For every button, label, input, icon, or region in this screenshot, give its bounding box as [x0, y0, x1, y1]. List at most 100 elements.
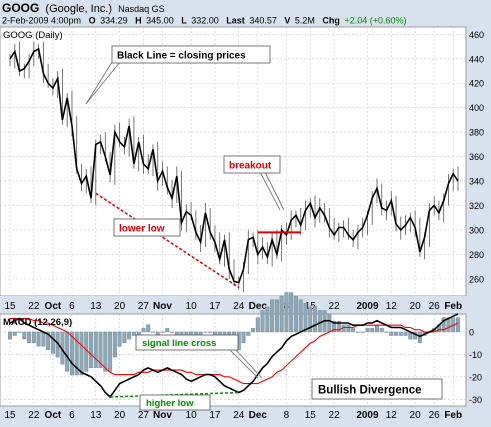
lower-low-callout-box — [113, 218, 181, 237]
histogram-bar-18 — [93, 331, 98, 369]
date-top-4: 13 — [90, 301, 102, 312]
histogram-bar-42 — [208, 331, 213, 333]
date-top-8: 10 — [186, 301, 198, 312]
histogram-bar-69 — [336, 320, 341, 333]
histogram-bar-17 — [89, 331, 94, 369]
date-bottom-6: 27 — [138, 410, 150, 421]
signal-cross-callout-box — [135, 334, 239, 351]
price-tick-label-420: 420 — [469, 79, 484, 89]
date-top-14: 22 — [329, 301, 341, 312]
bullish-divergence-text: Bullish Divergence — [318, 385, 422, 397]
date-axis-bottom: 15 22 Oct 6 13 20 27 Nov 10 17 24 Dec 8 15 22 2009 12 20 2… — [4, 410, 462, 421]
date-top-19: Feb — [444, 301, 462, 312]
date-bottom-3: 6 — [69, 410, 75, 421]
date-bottom-8: 10 — [186, 410, 198, 421]
histogram-bar-73 — [355, 331, 360, 333]
series-line-macd — [9, 313, 459, 399]
macd-y-axis: -30 -20 -10 0 — [469, 327, 482, 404]
date-axis-top: 1522Oct6132027Nov101724Dec81522200912202… — [4, 301, 462, 312]
date-bottom-17: 20 — [410, 410, 422, 421]
histogram-bar-72 — [351, 328, 356, 333]
histogram-bar-64 — [313, 306, 318, 333]
histogram-bar-67 — [327, 313, 332, 333]
symbol: GOOG — [2, 1, 39, 15]
histogram-bar-14 — [74, 331, 79, 376]
histogram-bar-21 — [108, 331, 113, 372]
histogram-bar-23 — [117, 331, 122, 347]
date-bottom-13: 15 — [305, 410, 317, 421]
breakout-callout-pointer-2 — [259, 171, 281, 211]
histogram-bar-9 — [50, 331, 55, 354]
price-y-axis: 260 280 300 320 340 360 380 400 420 440 460 — [469, 30, 484, 285]
histogram-bar-75 — [365, 328, 370, 333]
last-value: 340.57 — [249, 16, 277, 26]
date-bottom-2: Oct — [45, 410, 62, 421]
price-tick-label-440: 440 — [469, 54, 484, 64]
date-top-1: 22 — [28, 301, 40, 312]
histogram-bar-54 — [265, 306, 270, 333]
exchange: Nasdaq GS — [118, 4, 165, 14]
lower-low-trendline — [95, 192, 240, 289]
macd-tick-label-0: 0 — [469, 327, 474, 337]
date-top-13: 15 — [305, 301, 317, 312]
histogram-bar-94 — [456, 317, 460, 333]
histogram-bar-24 — [122, 331, 127, 343]
low-value: 332.00 — [191, 16, 219, 26]
breakout-callout-text: breakout — [229, 161, 272, 172]
lower-low-callout-text: lower low — [119, 224, 165, 235]
histogram-bar-15 — [79, 331, 84, 376]
macd-tick-label--10: -10 — [469, 350, 482, 360]
histogram-bar-61 — [298, 299, 303, 333]
histogram-bar-34 — [170, 331, 175, 333]
date-bottom-14: 22 — [329, 410, 341, 421]
histogram-bar-20 — [103, 331, 108, 372]
histogram-bar-60 — [293, 295, 298, 333]
price-tick-label-280: 280 — [469, 250, 484, 260]
date-bottom-16: 12 — [386, 410, 398, 421]
date-top-2: Oct — [45, 301, 62, 312]
signal-cross-pointer — [233, 347, 263, 379]
histogram-bar-77 — [374, 324, 379, 333]
histogram-bar-6 — [36, 331, 41, 347]
date-top-7: Nov — [153, 301, 172, 312]
histogram-bar-58 — [284, 292, 289, 333]
histogram-bar-71 — [346, 324, 351, 333]
histogram-bar-57 — [279, 295, 284, 333]
date-bottom-0: 15 — [4, 410, 16, 421]
histogram-bar-49 — [241, 331, 246, 343]
date-bottom-12: 8 — [284, 410, 290, 421]
histogram-bar-1 — [12, 331, 17, 336]
closing-callout-pointer — [85, 61, 121, 105]
macd-tick-label--30: -30 — [469, 395, 482, 405]
closing-callout-text: Black Line = closing prices — [117, 51, 246, 62]
histogram-bar-52 — [255, 317, 260, 333]
date-bottom-10: 24 — [233, 410, 245, 421]
price-tick-label-460: 460 — [469, 30, 484, 40]
histogram-bar-25 — [127, 331, 132, 340]
date-top-15: 2009 — [356, 301, 379, 312]
date-bottom-18: 26 — [429, 410, 441, 421]
histogram-bar-68 — [332, 320, 337, 333]
histogram-bar-83 — [403, 331, 408, 336]
histogram-bar-81 — [394, 331, 399, 336]
histogram-bar-82 — [398, 331, 403, 336]
price-tick-label-400: 400 — [469, 103, 484, 113]
company-name: (Google, Inc.) — [45, 3, 112, 15]
date-bottom-9: 17 — [209, 410, 221, 421]
histogram-bar-4 — [27, 331, 32, 343]
price-tick-label-360: 360 — [469, 152, 484, 162]
histogram-bar-92 — [446, 317, 451, 333]
price-tick-label-380: 380 — [469, 128, 484, 138]
date-top-11: Dec — [249, 301, 268, 312]
closing-callout-pointer-2 — [85, 61, 113, 105]
volume-value: 5.2M — [295, 16, 315, 26]
series-line-signal — [10, 317, 459, 385]
date-top-0: 15 — [4, 301, 16, 312]
histogram-bar-63 — [308, 306, 313, 333]
closing-callout-box — [111, 45, 271, 64]
histogram-bar-80 — [389, 331, 394, 336]
date-top-10: 24 — [233, 301, 245, 312]
higher-low-callout-text: higher low — [146, 398, 194, 409]
histogram-bar-29 — [146, 324, 151, 333]
date-top-6: 27 — [138, 301, 150, 312]
